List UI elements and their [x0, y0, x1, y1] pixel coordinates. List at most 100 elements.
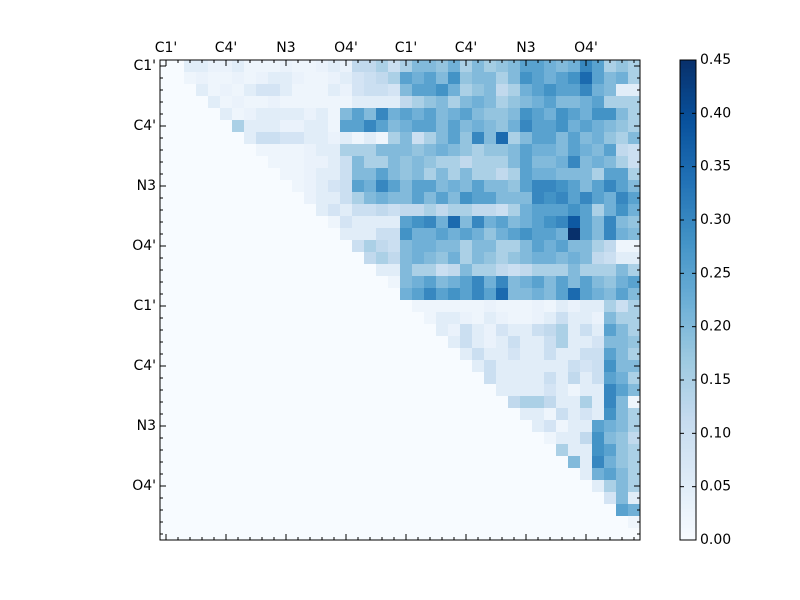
- colorbar-segment: [680, 108, 696, 113]
- cell: [544, 180, 557, 193]
- cell: [424, 372, 437, 385]
- cell: [172, 516, 185, 529]
- cell: [220, 336, 233, 349]
- cell: [616, 312, 629, 325]
- cell: [400, 240, 413, 253]
- cell: [340, 336, 353, 349]
- cell: [568, 156, 581, 169]
- cell: [172, 396, 185, 409]
- cell: [316, 492, 329, 505]
- cell: [268, 144, 281, 157]
- cell: [196, 360, 209, 373]
- cell: [628, 312, 641, 325]
- cell: [256, 492, 269, 505]
- cell: [388, 528, 401, 541]
- cell: [484, 528, 497, 541]
- cell: [568, 300, 581, 313]
- cell: [496, 492, 509, 505]
- cell: [208, 348, 221, 361]
- cell: [232, 408, 245, 421]
- cell: [220, 216, 233, 229]
- cell: [172, 288, 185, 301]
- cell: [364, 276, 377, 289]
- cell: [400, 324, 413, 337]
- cell: [316, 108, 329, 121]
- cell: [376, 204, 389, 217]
- cell: [340, 372, 353, 385]
- cell: [232, 108, 245, 121]
- colorbar-segment: [680, 452, 696, 457]
- cell: [424, 84, 437, 97]
- cell: [268, 528, 281, 541]
- cell: [544, 324, 557, 337]
- colorbar-segment: [680, 372, 696, 377]
- colorbar-segment: [680, 200, 696, 205]
- cell: [292, 132, 305, 145]
- cell: [160, 372, 173, 385]
- colorbar-segment: [680, 188, 696, 193]
- cell: [304, 468, 317, 481]
- cell: [340, 168, 353, 181]
- cell: [196, 180, 209, 193]
- cell: [268, 480, 281, 493]
- cell: [508, 396, 521, 409]
- cell: [376, 384, 389, 397]
- cell: [208, 168, 221, 181]
- cell: [496, 192, 509, 205]
- cell: [160, 468, 173, 481]
- cell: [328, 264, 341, 277]
- cell: [400, 180, 413, 193]
- cell: [544, 492, 557, 505]
- cell: [496, 480, 509, 493]
- cell: [244, 384, 257, 397]
- cell: [160, 348, 173, 361]
- cell: [244, 468, 257, 481]
- cell: [376, 300, 389, 313]
- cell: [232, 120, 245, 133]
- cell: [592, 132, 605, 145]
- colorbar-segment: [680, 360, 696, 365]
- colorbar-segment: [680, 328, 696, 333]
- cell: [472, 168, 485, 181]
- cell: [244, 516, 257, 529]
- cell: [496, 204, 509, 217]
- colorbar-segment: [680, 152, 696, 157]
- cell: [628, 96, 641, 109]
- cell: [400, 408, 413, 421]
- colorbar-tick-label: 0.40: [700, 105, 731, 121]
- cell: [604, 444, 617, 457]
- cell: [472, 288, 485, 301]
- colorbar-segment: [680, 528, 696, 533]
- cell: [220, 480, 233, 493]
- cell: [568, 252, 581, 265]
- cell: [436, 528, 449, 541]
- cell: [496, 108, 509, 121]
- cell: [604, 120, 617, 133]
- cell: [340, 456, 353, 469]
- cell: [424, 336, 437, 349]
- cell: [184, 96, 197, 109]
- colorbar-segment: [680, 296, 696, 301]
- cell: [172, 372, 185, 385]
- cell: [376, 360, 389, 373]
- cell: [340, 492, 353, 505]
- cell: [328, 528, 341, 541]
- cell: [448, 168, 461, 181]
- cell: [244, 372, 257, 385]
- cell: [400, 264, 413, 277]
- cell: [580, 168, 593, 181]
- cell: [244, 444, 257, 457]
- cell: [484, 420, 497, 433]
- cell: [412, 444, 425, 457]
- cell: [472, 132, 485, 145]
- cell: [604, 264, 617, 277]
- cell: [532, 480, 545, 493]
- cell: [484, 240, 497, 253]
- cell: [220, 360, 233, 373]
- cell: [412, 228, 425, 241]
- cell: [328, 408, 341, 421]
- cell: [604, 456, 617, 469]
- cell: [388, 96, 401, 109]
- cell: [208, 492, 221, 505]
- cell: [388, 324, 401, 337]
